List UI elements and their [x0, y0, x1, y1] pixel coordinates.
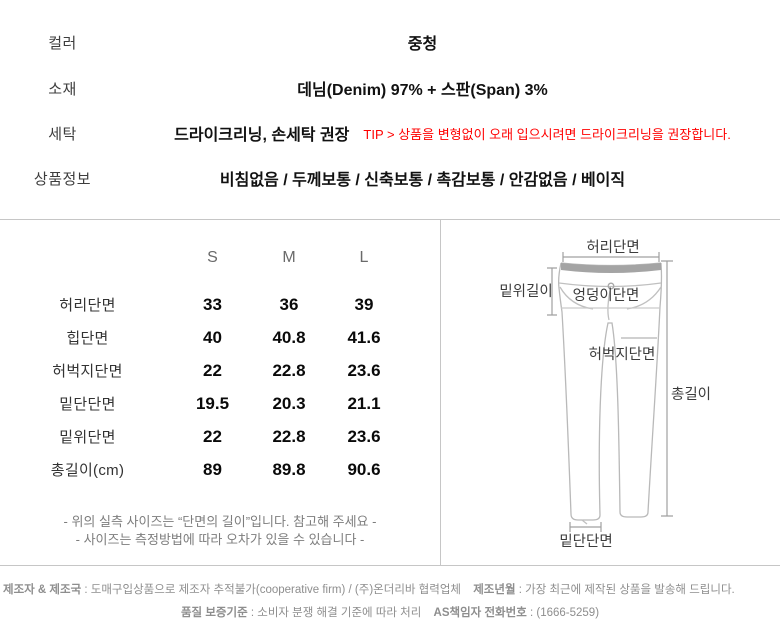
footer-as-label: AS책임자 전화번호 [433, 607, 527, 619]
row-label-hip: 힙단면 [66, 330, 109, 347]
info-row-wash: 세탁 드라이크리닝, 손세탁 권장 TIP > 상품을 변형없이 오래 입으시려… [0, 116, 780, 150]
wash-tip-text: TIP > 상품을 변형없이 오래 입으시려면 드라이크리닝을 권장합니다. [363, 126, 731, 142]
diagram-label-total-length: 총길이 [671, 386, 711, 403]
footer-date-value: : 가장 최근에 제작된 상품을 발송해 드립니다. [515, 584, 735, 596]
info-value-product-info: 비침없음 / 두께보통 / 신축보통 / 촉감보통 / 안감없음 / 베이직 [219, 172, 626, 189]
footer-manufacturer-line: 제조자 & 제조국 : 도매구입상품으로 제조자 추적불가(cooperativ… [3, 583, 780, 597]
table-row: 총길이(cm) 89 89.8 90.6 [0, 453, 400, 486]
measure-lines [547, 252, 673, 532]
size-table-header: S M L [0, 242, 400, 274]
divider-bottom [0, 565, 780, 566]
hip-s: 40 [203, 327, 222, 347]
size-col-s: S [207, 249, 218, 266]
row-label-waist: 허리단면 [59, 297, 116, 314]
hip-l: 41.6 [347, 327, 381, 347]
divider-top [0, 219, 780, 220]
rise-s: 22 [203, 426, 222, 446]
footer-maker-value: : 도매구입상품으로 제조자 추적불가(cooperative firm) / … [81, 584, 461, 596]
total-length-m: 89.8 [272, 459, 306, 479]
size-table-body: 허리단면 33 36 39 힙단면 40 40.8 41.6 허벅지단면 22 … [0, 288, 400, 486]
rise-l: 23.6 [347, 426, 381, 446]
total-length-s: 89 [203, 459, 222, 479]
rise-m: 22.8 [272, 426, 306, 446]
size-col-m: M [282, 249, 296, 266]
row-label-total-length: 총길이(cm) [50, 462, 125, 479]
diagram-label-waist: 허리단면 [586, 239, 639, 256]
diagram-label-hip: 엉덩이단면 [573, 287, 640, 304]
info-row-color: 컬러 중청 [0, 25, 780, 59]
diagram-label-rise: 밑위길이 [499, 283, 552, 300]
row-label-hem: 밑단단면 [59, 396, 116, 413]
info-value-material: 데님(Denim) 97% + 스판(Span) 3% [297, 82, 548, 99]
info-value-wash: 드라이크리닝, 손세탁 권장 TIP > 상품을 변형없이 오래 입으시려면 드… [125, 121, 780, 145]
info-label-material: 소재 [48, 80, 77, 98]
thigh-l: 23.6 [347, 360, 381, 380]
table-row: 힙단면 40 40.8 41.6 [0, 321, 400, 354]
hem-l: 21.1 [347, 393, 381, 413]
info-label-product-info: 상품정보 [33, 170, 92, 188]
divider-vertical [440, 219, 441, 565]
footer-warranty-label: 품질 보증기준 [180, 607, 248, 619]
row-label-rise: 밑위단면 [59, 429, 116, 446]
table-row: 밑위단면 22 22.8 23.6 [0, 420, 400, 453]
hem-m: 20.3 [272, 393, 306, 413]
wash-recommendation: 드라이크리닝, 손세탁 권장 [174, 127, 350, 144]
info-label-color: 컬러 [48, 34, 77, 52]
row-label-thigh: 허벅지단면 [52, 363, 123, 380]
size-note-2: - 사이즈는 측정방법에 따라 오차가 있을 수 있습니다 - [75, 532, 365, 547]
footer-as-phone: : (1666-5259) [526, 607, 600, 619]
size-col-l: L [359, 249, 369, 266]
thigh-s: 22 [203, 360, 222, 380]
info-row-product-info: 상품정보 비침없음 / 두께보통 / 신축보통 / 촉감보통 / 안감없음 / … [0, 161, 780, 195]
footer-warranty-value: : 소비자 분쟁 해결 기준에 따라 처리 [247, 607, 422, 619]
size-note-1: - 위의 실측 사이즈는 “단면의 길이”입니다. 참고해 주세요 - [63, 514, 377, 529]
table-row: 밑단단면 19.5 20.3 21.1 [0, 387, 400, 420]
info-label-wash: 세탁 [48, 125, 77, 143]
table-row: 허리단면 33 36 39 [0, 288, 400, 321]
footer-date-label: 제조년월 [473, 584, 516, 596]
hem-s: 19.5 [195, 393, 230, 413]
footer-warranty-line: 품질 보증기준 : 소비자 분쟁 해결 기준에 따라 처리 AS책임자 전화번호… [0, 606, 780, 620]
footer-maker-label: 제조자 & 제조국 [3, 584, 82, 596]
pants-outline-icon [557, 262, 663, 525]
diagram-label-hem: 밑단단면 [559, 533, 612, 550]
info-row-material: 소재 데님(Denim) 97% + 스판(Span) 3% [0, 71, 780, 105]
thigh-m: 22.8 [272, 360, 306, 380]
waist-s: 33 [203, 294, 222, 314]
waist-l: 39 [354, 294, 374, 314]
diagram-label-thigh: 허벅지단면 [589, 346, 656, 363]
waistband-strip [561, 263, 661, 273]
size-table: S M L 허리단면 33 36 39 힙단면 40 40.8 41.6 허벅지… [0, 242, 400, 486]
info-value-color: 중청 [407, 36, 438, 53]
waist-m: 36 [279, 294, 299, 314]
hip-m: 40.8 [272, 327, 306, 347]
pants-measurement-diagram: 허리단면 밑위길이 엉덩이단면 허벅지단면 총길이 밑단단면 [499, 239, 711, 550]
total-length-l: 90.6 [347, 459, 381, 479]
table-row: 허벅지단면 22 22.8 23.6 [0, 354, 400, 387]
